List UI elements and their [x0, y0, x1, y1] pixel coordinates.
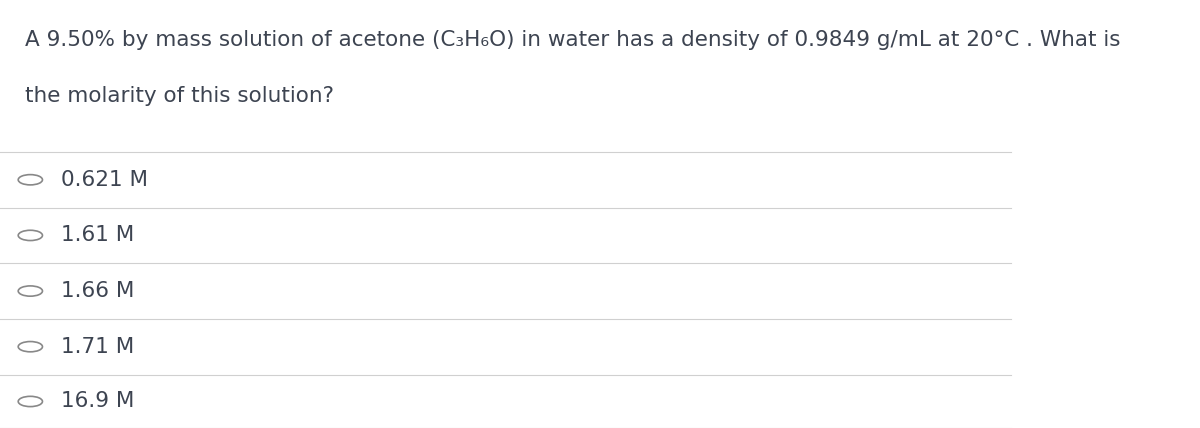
Text: 1.66 M: 1.66 M	[61, 281, 134, 301]
Text: 1.61 M: 1.61 M	[61, 226, 134, 245]
Text: 0.621 M: 0.621 M	[61, 170, 148, 190]
Text: 1.71 M: 1.71 M	[61, 337, 134, 357]
Text: A 9.50% by mass solution of acetone (C₃H₆O) in water has a density of 0.9849 g/m: A 9.50% by mass solution of acetone (C₃H…	[25, 30, 1121, 50]
Text: 16.9 M: 16.9 M	[61, 392, 134, 411]
Text: the molarity of this solution?: the molarity of this solution?	[25, 86, 335, 106]
